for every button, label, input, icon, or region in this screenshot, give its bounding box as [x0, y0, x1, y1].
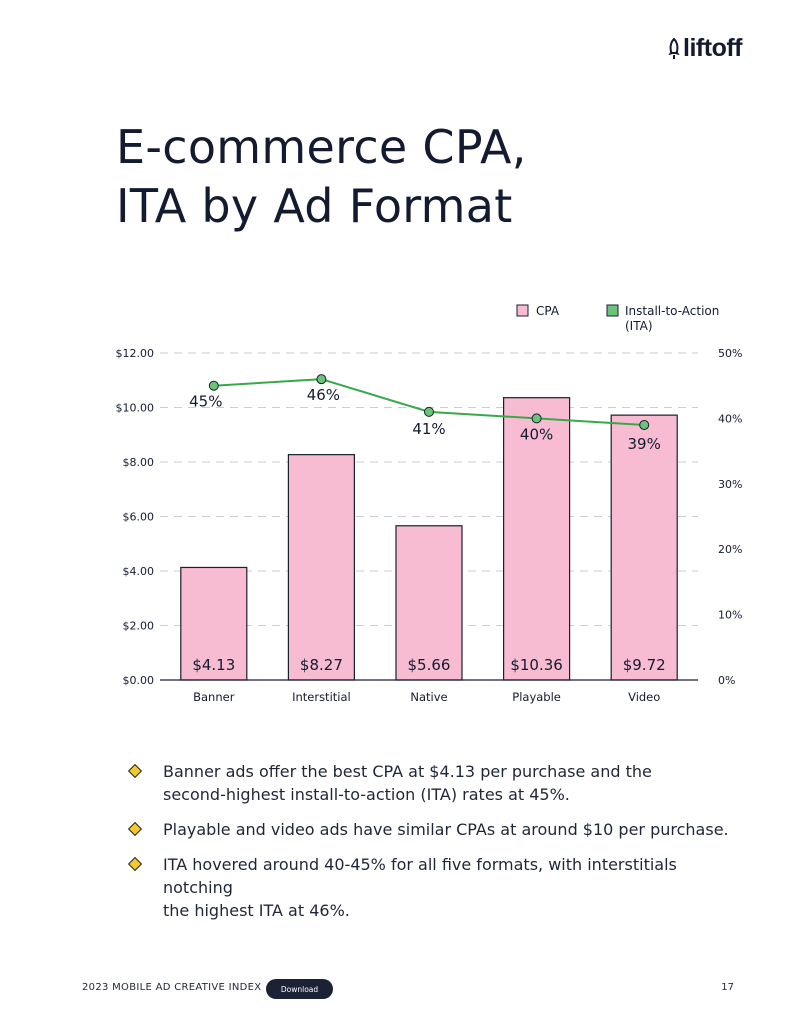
x-tick-label: Video	[628, 690, 660, 704]
ita-point	[424, 406, 434, 417]
footer-label: 2023 MOBILE AD CREATIVE INDEX	[82, 982, 262, 993]
cpa-value-label: $4.13	[192, 656, 235, 674]
legend-swatch-cpa	[516, 304, 529, 317]
page-number: 17	[721, 982, 734, 993]
y-right-tick-label: 20%	[718, 543, 742, 556]
y-left-tick-label: $4.00	[123, 565, 155, 578]
y-left-tick-label: $2.00	[123, 620, 155, 633]
legend-label-ita: Install-to-Action	[625, 304, 719, 318]
ita-series-line	[213, 378, 645, 426]
y-left-tick-label: $6.00	[123, 511, 155, 524]
page-title: E-commerce CPA, ITA by Ad Format	[116, 118, 527, 236]
download-button[interactable]: Download	[266, 979, 333, 999]
cpa-value-label: $8.27	[300, 656, 343, 674]
x-tick-label: Native	[410, 690, 447, 704]
chart-axes: $0.00 $2.00 $4.00 $6.00 $8.00 $10.00 $12.00 0% 1…	[116, 347, 743, 704]
bullet-line: ITA hovered around 40-45% for all five f…	[163, 855, 677, 897]
ita-line: 45% 46% 41% 40% 39%	[189, 374, 661, 453]
ita-value-label: 46%	[307, 386, 340, 404]
legend-label-ita-line2: (ITA)	[625, 319, 653, 333]
rocket-icon	[668, 37, 680, 59]
cpa-ita-chart: $4.13 $8.27 $5.66 $10.36 $9.72 45% 46% 41% 40% 3…	[116, 304, 743, 704]
y-left-tick-label: $8.00	[123, 456, 155, 469]
ita-value-label: 41%	[412, 420, 445, 438]
bullet-item: ITA hovered around 40-45% for all five f…	[126, 853, 746, 922]
ita-point	[531, 413, 542, 424]
y-left-tick-label: $10.00	[116, 402, 155, 415]
logo-text: liftoff	[683, 34, 742, 62]
y-right-tick-label: 50%	[718, 347, 742, 360]
bullet-line: Banner ads offer the best CPA at $4.13 p…	[163, 762, 652, 781]
ita-value-label: 45%	[189, 393, 222, 411]
title-line-2: ITA by Ad Format	[116, 179, 513, 233]
y-right-tick-label: 10%	[718, 609, 742, 622]
diamond-bullet-icon	[127, 763, 143, 779]
y-left-tick-label: $0.00	[123, 674, 155, 687]
y-right-tick-label: 30%	[718, 478, 742, 491]
y-left-tick-label: $12.00	[116, 347, 155, 360]
ita-value-label: 40%	[520, 425, 553, 443]
x-tick-label: Banner	[193, 690, 235, 704]
y-right-tick-label: 40%	[718, 412, 742, 425]
ita-point	[316, 374, 327, 385]
bullet-item: Banner ads offer the best CPA at $4.13 p…	[126, 760, 746, 806]
cpa-bar	[503, 397, 571, 681]
footer: 2023 MOBILE AD CREATIVE INDEX Download 1…	[0, 975, 800, 1003]
cpa-value-label: $10.36	[510, 656, 563, 674]
legend-label-cpa: CPA	[536, 304, 560, 318]
x-tick-label: Interstitial	[292, 690, 351, 704]
y-right-tick-label: 0%	[718, 674, 735, 687]
x-tick-label: Playable	[512, 690, 561, 704]
bullet-line: the highest ITA at 46%.	[163, 901, 350, 920]
diamond-bullet-icon	[127, 856, 143, 872]
title-line-1: E-commerce CPA,	[116, 120, 527, 174]
diamond-bullet-icon	[127, 821, 143, 837]
cpa-bars: $4.13 $8.27 $5.66 $10.36 $9.72	[180, 397, 678, 681]
bullet-line: second-highest install-to-action (ITA) r…	[163, 785, 570, 804]
liftoff-logo: liftoff	[667, 34, 742, 63]
cpa-value-label: $5.66	[408, 656, 451, 674]
cpa-bar	[287, 454, 355, 681]
cpa-bar	[395, 525, 463, 681]
bullet-line: Playable and video ads have similar CPAs…	[163, 820, 729, 839]
ita-value-label: 39%	[628, 435, 661, 453]
legend-swatch-ita	[606, 304, 619, 317]
ita-point	[639, 419, 650, 430]
chart-legend: CPA Install-to-Action(ITA)	[516, 304, 719, 333]
cpa-bar	[610, 414, 678, 681]
bullet-item: Playable and video ads have similar CPAs…	[126, 818, 746, 841]
ita-point	[208, 380, 219, 391]
key-takeaways: Banner ads offer the best CPA at $4.13 p…	[126, 760, 746, 934]
cpa-value-label: $9.72	[623, 656, 666, 674]
